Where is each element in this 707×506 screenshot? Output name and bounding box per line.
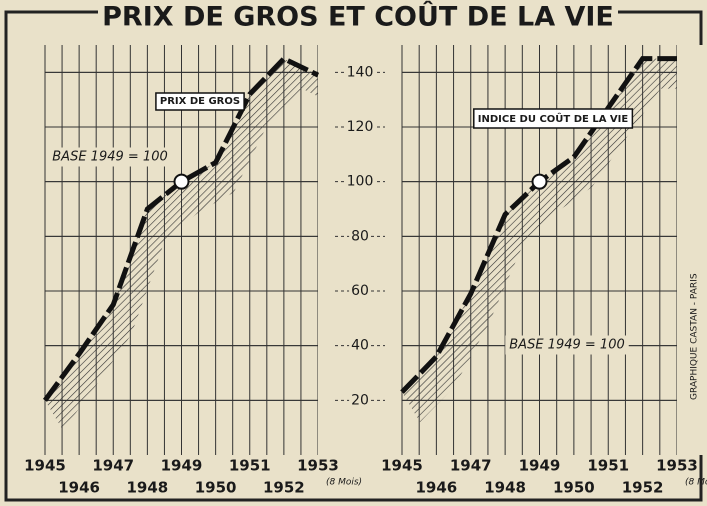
x-tick-label: 1948 — [484, 479, 526, 497]
chart: 1945 1946 1947 1948 1949 1950 1951 1952 1953 (8 M… — [0, 0, 707, 506]
plot-area: 1945 1946 1947 1948 1949 1950 1951 1952 1953 (8 M… — [24, 45, 707, 497]
x-tick-label: 1951 — [587, 457, 629, 475]
x-note: (8 Mois) — [326, 478, 362, 488]
y-tick-label: 20 — [351, 392, 369, 408]
x-tick-label: 1952 — [622, 479, 664, 497]
y-tick-label: 80 — [351, 228, 369, 244]
series-label: INDICE DU COÛT DE LA VIE — [478, 112, 629, 125]
y-tick-label: 140 — [347, 64, 374, 80]
y-tick-label: 40 — [351, 338, 369, 354]
base-note: BASE 1949 = 100 — [509, 338, 624, 353]
x-tick-label: 1947 — [450, 457, 492, 475]
shading — [45, 59, 336, 431]
y-tick-label: 100 — [347, 174, 374, 190]
base-point — [533, 175, 547, 189]
x-tick-label: 1947 — [92, 457, 134, 475]
series-label: PRIX DE GROS — [160, 96, 240, 107]
x-tick-label: 1953 — [297, 457, 339, 475]
x-tick-label: 1950 — [195, 479, 237, 497]
x-tick-label: 1952 — [263, 479, 305, 497]
y-tick-label: 120 — [347, 119, 374, 135]
x-tick-label: 1951 — [229, 457, 271, 475]
chart-title: PRIX DE GROS ET COÛT DE LA VIE — [102, 1, 614, 33]
x-tick-label: 1949 — [519, 457, 561, 475]
credit: GRAPHIQUE CASTAN - PARIS — [690, 273, 700, 400]
base-note: BASE 1949 = 100 — [52, 150, 167, 165]
x-tick-label: 1946 — [58, 479, 100, 497]
y-tick-label: 60 — [351, 283, 369, 299]
x-tick-label: 1949 — [161, 457, 203, 475]
x-tick-label: 1950 — [553, 479, 595, 497]
x-tick-label: 1945 — [381, 457, 423, 475]
x-tick-label: 1953 — [656, 457, 698, 475]
base-point — [175, 175, 189, 189]
x-note: (8 Mois) — [685, 478, 707, 488]
x-tick-label: 1946 — [416, 479, 458, 497]
x-tick-label: 1948 — [127, 479, 169, 497]
x-tick-label: 1945 — [24, 457, 66, 475]
